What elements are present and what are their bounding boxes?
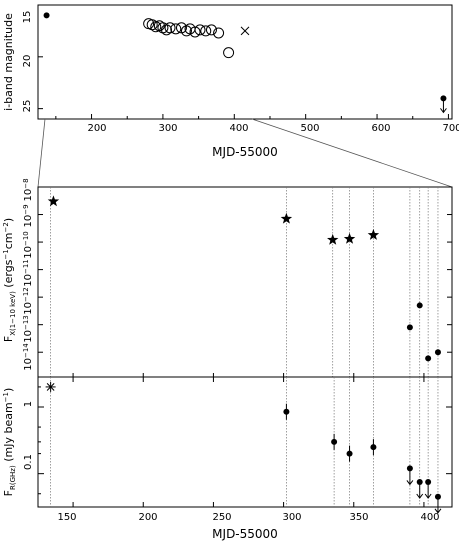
xray-y-tick-label: 10−9 — [22, 204, 34, 227]
radio-x-tick-label: 350 — [349, 512, 368, 523]
optical-x-tick-label: 600 — [371, 123, 390, 134]
optical-x-tick-label: 700 — [442, 123, 459, 134]
xray-filled-point — [434, 349, 441, 356]
optical-open-circle-point — [146, 19, 158, 31]
optical-open-circle-point — [205, 24, 217, 36]
xray-filled-point — [425, 355, 432, 362]
optical-open-circle-point — [189, 26, 201, 38]
radio-x-tick-label: 250 — [212, 512, 231, 523]
optical-cross-point — [240, 26, 250, 36]
radio-filled-point — [370, 444, 377, 451]
optical-x-tick-label: 500 — [300, 123, 319, 134]
radio-upper-limit-arrow — [434, 496, 442, 514]
optical-open-circle-point — [194, 24, 206, 36]
zoom-line-right — [251, 118, 453, 188]
optical-y-tick-label: 20 — [22, 55, 33, 68]
xray-y-tick-label: 10−10 — [22, 231, 34, 259]
optical-x-tick-label: 200 — [87, 123, 106, 134]
optical-open-circle-point — [223, 47, 235, 59]
optical-open-circle-point — [164, 22, 176, 34]
radio-y-tick-label: 1 — [23, 401, 34, 407]
radio-y-tick-label: 0.1 — [23, 454, 34, 470]
optical-open-circle-point — [160, 24, 172, 36]
radio-upper-limit-arrow — [406, 468, 414, 486]
optical-x-ticks: 200 300 400 500 600 700 — [55, 114, 459, 134]
xray-y-tick-label: 10−12 — [22, 287, 34, 315]
radio-x-tick-label: 150 — [57, 512, 76, 523]
radio-upper-limit-arrow — [416, 481, 424, 499]
xray-filled-point — [416, 302, 423, 309]
zoom-line-left — [37, 118, 46, 188]
optical-plot-frame — [37, 4, 453, 120]
radio-filled-point — [346, 450, 353, 457]
xray-star-point — [343, 232, 356, 244]
optical-panel: 15 20 25 200 300 400 500 600 700 i-band … — [2, 4, 459, 159]
optical-y-tick-label: 25 — [22, 100, 33, 113]
optical-open-circle-point — [153, 20, 165, 32]
xray-y-tick-label: 10−13 — [22, 315, 34, 343]
optical-open-circle-point — [213, 27, 225, 39]
xray-star-point — [280, 212, 293, 224]
radio-vertical-lines — [50, 377, 439, 507]
optical-x-tick-label: 400 — [229, 123, 248, 134]
xray-y-axis-label: FX(1−10 keV) (ergs−1cm−2) — [2, 218, 17, 342]
xray-filled-point — [406, 324, 413, 331]
xray-star-point — [367, 229, 380, 240]
radio-upper-limit-arrow — [424, 481, 432, 499]
optical-upper-limit-arrow — [440, 98, 447, 114]
optical-filled-point — [43, 12, 50, 19]
radio-x-tick-label: 400 — [420, 512, 439, 523]
radio-panel: 1 0.1 150 200 250 300 350 400 FR(GHz) (m… — [2, 376, 453, 541]
radio-asterisk-point — [45, 381, 56, 392]
zoom-connector-lines — [37, 118, 453, 188]
radio-tick-marks — [38, 377, 452, 507]
xray-star-point — [327, 233, 339, 245]
xray-data-marks — [47, 195, 441, 362]
xray-y-tick-marks — [38, 186, 452, 377]
xray-y-tick-label: 10−8 — [22, 178, 34, 201]
xray-y-tick-label: 10−14 — [22, 343, 34, 371]
optical-y-ticks: 15 20 25 — [22, 4, 43, 113]
radio-plot-frame — [37, 376, 453, 508]
xray-vertical-lines — [50, 187, 439, 377]
radio-filled-point — [283, 408, 290, 415]
radio-data-marks — [45, 381, 442, 514]
xray-panel: 10−14 10−13 10−12 10−11 10−10 10−9 10−8 … — [2, 178, 453, 378]
optical-open-circle-point — [200, 25, 212, 37]
xray-star-point — [47, 195, 60, 207]
radio-x-ticks: 150 200 250 300 350 400 — [57, 512, 439, 523]
optical-y-tick-label: 15 — [22, 11, 33, 24]
optical-y-axis-label: i-band magnitude — [2, 13, 15, 111]
xray-y-ticks: 10−14 10−13 10−12 10−11 10−10 10−9 10−8 — [22, 178, 34, 370]
xray-plot-frame — [37, 186, 453, 378]
radio-x-axis-label: MJD-55000 — [212, 527, 278, 541]
xray-y-tick-label: 10−11 — [22, 259, 34, 287]
radio-x-tick-label: 200 — [138, 512, 157, 523]
radio-y-ticks: 1 0.1 — [23, 401, 34, 470]
radio-y-axis-label: FR(GHz) (mJy beam−1) — [2, 388, 17, 497]
radio-filled-point — [331, 438, 338, 445]
optical-x-axis-label: MJD-55000 — [212, 145, 278, 159]
optical-data-marks — [43, 12, 447, 114]
optical-open-circle-point — [170, 23, 182, 35]
optical-x-tick-label: 300 — [158, 123, 177, 134]
radio-x-tick-label: 300 — [282, 512, 301, 523]
